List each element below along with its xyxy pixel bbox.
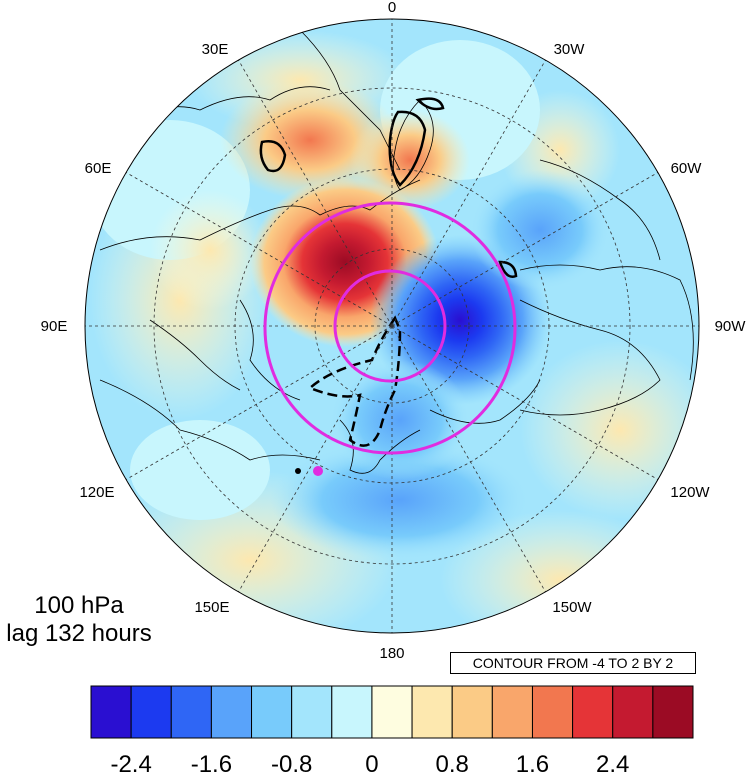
colorbar-swatch <box>291 685 333 739</box>
longitude-labels: 0 30W 60W 90W 120W 150W 180 150E 120E 90… <box>41 0 747 662</box>
colorbar-swatch <box>90 685 132 739</box>
lon-label-60e: 60E <box>85 160 112 177</box>
lon-label-60w: 60W <box>671 160 703 177</box>
black-dot-marker <box>295 468 301 474</box>
lon-label-90e: 90E <box>41 318 68 335</box>
colorbar-swatch <box>652 685 694 739</box>
colorbar-tick-label: 2.4 <box>596 751 629 778</box>
colorbar: -2.4 -1.6 -0.8 0 0.8 1.6 2.4 <box>90 685 694 778</box>
colorbar-boxes <box>90 685 694 739</box>
highlight-rings <box>263 201 517 455</box>
outer-ring <box>263 201 517 455</box>
polar-map: 0 30W 60W 90W 120W 150W 180 150E 120E 90… <box>41 0 747 662</box>
contour-lines <box>259 97 518 278</box>
colorbar-tick-label: 0 <box>365 751 378 778</box>
lon-label-30w: 30W <box>554 41 586 58</box>
colorbar-swatch <box>411 685 453 739</box>
colorbar-swatch <box>572 685 614 739</box>
shaded-field <box>85 19 699 633</box>
lon-label-120e: 120E <box>79 484 114 501</box>
colorbar-tick-label: 1.6 <box>516 751 549 778</box>
lon-label-150w: 150W <box>552 599 592 616</box>
lag-label: lag 132 hours <box>6 620 152 647</box>
colorbar-tick-labels: -2.4 -1.6 -0.8 0 0.8 1.6 2.4 <box>110 751 629 778</box>
colorbar-swatch <box>612 685 654 739</box>
colorbar-tick-label: -0.8 <box>271 751 312 778</box>
lon-label-0: 0 <box>388 0 396 16</box>
colorbar-swatch <box>371 685 413 739</box>
plot-caption: 100 hPa lag 132 hours <box>0 592 162 648</box>
colorbar-tick-label: -2.4 <box>110 751 151 778</box>
colorbar-swatch <box>170 685 212 739</box>
colorbar-swatch <box>130 685 172 739</box>
colorbar-swatch <box>491 685 533 739</box>
magenta-dot-marker <box>313 466 323 476</box>
colorbar-tick-label: -1.6 <box>191 751 232 778</box>
lon-label-90w: 90W <box>715 318 747 335</box>
lon-label-150e: 150E <box>194 599 229 616</box>
inner-ring <box>333 269 447 383</box>
map-boundary <box>84 18 700 634</box>
lon-label-120w: 120W <box>670 484 710 501</box>
lon-label-30e: 30E <box>202 41 229 58</box>
colorbar-tick-label: 0.8 <box>436 751 469 778</box>
contour-info-box: CONTOUR FROM -4 TO 2 BY 2 <box>450 652 696 674</box>
lon-label-180: 180 <box>379 645 404 662</box>
pressure-level-label: 100 hPa <box>34 592 124 619</box>
colorbar-swatch <box>210 685 253 739</box>
graticule <box>85 19 699 633</box>
colorbar-swatch <box>331 685 373 739</box>
colorbar-swatch <box>251 685 293 739</box>
colorbar-swatch <box>531 685 574 739</box>
colorbar-swatch <box>451 685 493 739</box>
